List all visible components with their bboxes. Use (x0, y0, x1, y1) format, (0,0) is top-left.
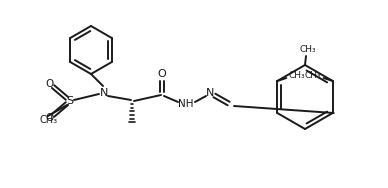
Text: NH: NH (178, 99, 194, 109)
Text: S: S (66, 96, 74, 106)
Text: O: O (158, 69, 166, 79)
Text: CH₃: CH₃ (289, 70, 306, 80)
Text: N: N (206, 88, 214, 98)
Text: CH₃: CH₃ (305, 70, 321, 80)
Text: O: O (46, 79, 54, 89)
Text: CH₃: CH₃ (300, 45, 316, 55)
Text: N: N (100, 88, 108, 98)
Text: CH₃: CH₃ (40, 115, 58, 125)
Text: O: O (46, 113, 54, 123)
